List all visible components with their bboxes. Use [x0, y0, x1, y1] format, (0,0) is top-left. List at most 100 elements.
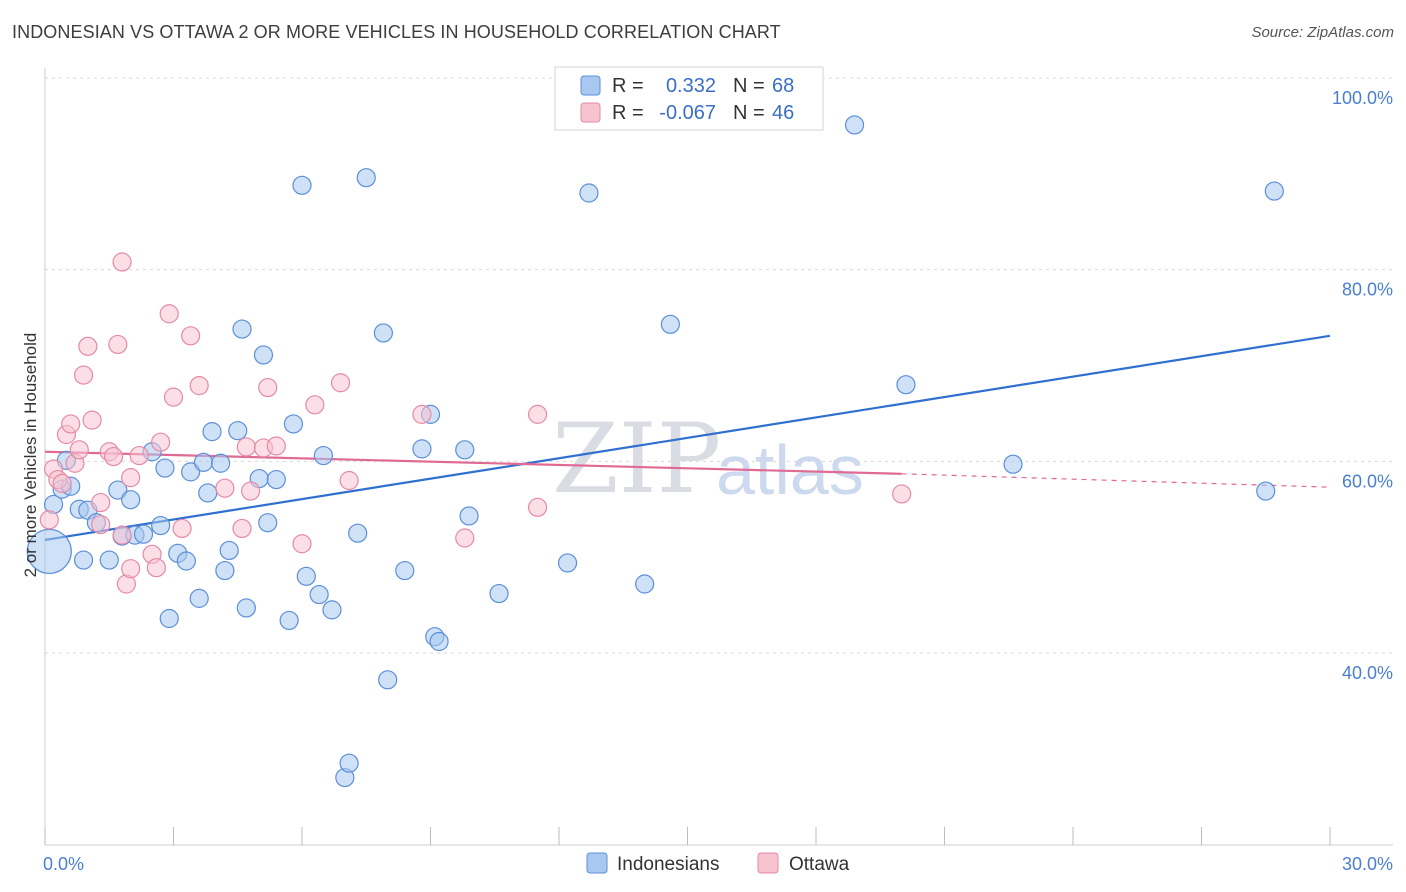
- ottawa-point-12: [91, 492, 111, 513]
- ottawa-point-43: [527, 404, 548, 424]
- ottawa-point-44: [527, 497, 548, 517]
- indonesians-point-6: [73, 550, 94, 570]
- x-tick-labels: 0.0% 30.0%: [43, 854, 1393, 874]
- indonesians-point-48: [378, 670, 398, 690]
- indonesians-point-24: [198, 483, 218, 503]
- legend-swatch-indonesians: [580, 75, 601, 96]
- y-tick-label-1: 60.0%: [1342, 471, 1393, 491]
- indonesians-point-37: [283, 414, 304, 434]
- indonesians-point-53: [429, 631, 449, 652]
- x-tick-label-0: 0.0%: [43, 854, 84, 874]
- indonesians-point-59: [635, 574, 655, 594]
- indonesians-point-46: [356, 168, 376, 188]
- indonesians-point-50: [412, 439, 432, 459]
- chart-title: INDONESIAN VS OTTAWA 2 OR MORE VEHICLES …: [12, 22, 781, 42]
- ottawa-point-8: [73, 365, 94, 385]
- indonesians-point-38: [292, 175, 312, 195]
- indonesians-point-17: [155, 458, 175, 478]
- ottawa-point-26: [163, 387, 184, 407]
- indonesians-point-49: [395, 560, 415, 581]
- ottawa-point-30: [215, 478, 235, 498]
- indonesians-point-40: [309, 584, 329, 605]
- ottawa-point-45: [892, 484, 912, 504]
- ottawa-point-27: [172, 518, 192, 539]
- ottawa-point-15: [108, 334, 128, 355]
- indonesians-point-57: [557, 553, 578, 573]
- indonesians-point-55: [459, 506, 479, 526]
- indonesians-point-20: [176, 551, 196, 571]
- indonesians-point-0: [26, 528, 72, 575]
- indonesians-point-39: [296, 566, 316, 586]
- legend: R = 0.332 N = 68 R = -0.067 N = 46: [554, 66, 824, 131]
- ottawa-point-23: [146, 558, 166, 578]
- source-label: Source: ZipAtlas.com: [1251, 24, 1394, 41]
- indonesians-point-58: [579, 183, 599, 203]
- indonesians-point-14: [133, 524, 154, 544]
- ottawa-point-38: [305, 395, 325, 415]
- ottawa-point-21: [129, 445, 149, 466]
- ottawa-trend-line-extension: [901, 473, 1331, 488]
- ottawa-point-9: [78, 336, 98, 356]
- legend-n-label-1: N =: [733, 75, 765, 97]
- bottom-legend-swatch-indonesians: [586, 852, 608, 874]
- ottawa-point-16: [112, 525, 132, 545]
- indonesians-point-63: [1003, 454, 1023, 474]
- y-tick-label-3: 100.0%: [1332, 88, 1393, 108]
- ottawa-point-25: [159, 304, 179, 324]
- indonesians-point-31: [236, 598, 256, 618]
- indonesians-point-29: [228, 421, 248, 441]
- indonesians-point-44: [339, 753, 359, 773]
- data-points: [26, 115, 1284, 788]
- indonesians-point-23: [193, 452, 214, 472]
- ottawa-point-41: [412, 404, 432, 424]
- bottom-legend-ottawa: Ottawa: [789, 854, 850, 875]
- indonesians-point-33: [253, 345, 274, 365]
- legend-r-label-1: R =: [612, 75, 644, 97]
- indonesians-point-28: [219, 540, 239, 561]
- indonesians-point-21: [181, 462, 201, 482]
- y-axis-label: 2 or more Vehicles in Household: [21, 333, 40, 578]
- indonesians-point-16: [151, 515, 171, 536]
- indonesians-point-12: [121, 490, 141, 510]
- ottawa-trend-line: [44, 450, 902, 475]
- legend-n-label-2: N =: [733, 102, 765, 124]
- indonesians-point-18: [159, 608, 179, 629]
- ottawa-point-40: [339, 470, 359, 491]
- ottawa-point-7: [69, 440, 89, 460]
- y-tick-label-2: 80.0%: [1342, 280, 1393, 300]
- indonesians-point-34: [258, 513, 278, 533]
- legend-r-label-2: R =: [612, 102, 644, 124]
- ottawa-point-19: [121, 468, 141, 488]
- indonesians-point-26: [211, 453, 231, 473]
- ottawa-point-32: [236, 437, 256, 457]
- trend-lines: [44, 334, 1331, 542]
- indonesians-trend-line: [44, 334, 1331, 542]
- indonesians-point-30: [232, 319, 252, 339]
- legend-swatch-ottawa: [580, 102, 601, 123]
- indonesians-point-25: [202, 422, 222, 442]
- indonesians-point-45: [348, 523, 368, 543]
- watermark-zip: ZIP: [552, 403, 721, 515]
- indonesians-point-62: [896, 375, 916, 395]
- bottom-legend-indonesians: Indonesians: [617, 854, 719, 875]
- legend-n-value-1: 68: [772, 75, 794, 97]
- y-tick-label-0: 40.0%: [1342, 663, 1393, 683]
- ottawa-point-31: [232, 518, 252, 539]
- ottawa-point-37: [292, 534, 312, 554]
- indonesians-point-27: [215, 560, 235, 581]
- indonesians-point-60: [660, 314, 680, 334]
- ottawa-point-35: [258, 377, 278, 398]
- ottawa-point-36: [266, 436, 286, 456]
- indonesians-point-42: [322, 600, 342, 620]
- indonesians-point-47: [373, 323, 393, 343]
- ottawa-point-10: [82, 410, 102, 430]
- indonesians-point-41: [313, 445, 334, 466]
- indonesians-point-22: [189, 588, 209, 608]
- indonesians-point-35: [266, 469, 286, 490]
- legend-n-value-2: 46: [772, 102, 794, 124]
- ottawa-point-3: [52, 473, 72, 493]
- ottawa-point-17: [112, 252, 132, 272]
- ottawa-point-39: [330, 373, 351, 393]
- indonesians-point-56: [489, 583, 509, 604]
